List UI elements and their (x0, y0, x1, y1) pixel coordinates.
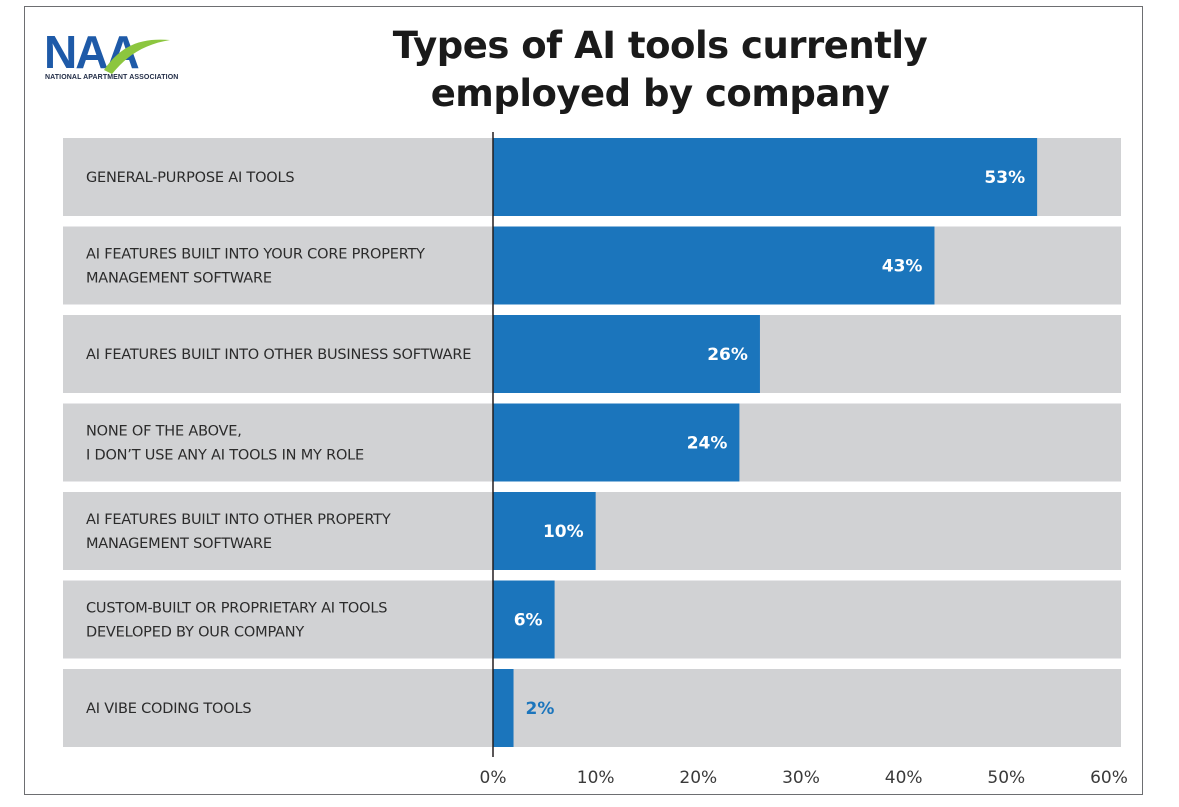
category-label: AI FEATURES BUILT INTO OTHER BUSINESS SO… (86, 347, 471, 363)
value-label: 24% (687, 434, 728, 454)
category-label-line: NONE OF THE ABOVE, (86, 424, 242, 440)
category-label-line: MANAGEMENT SOFTWARE (86, 271, 272, 287)
x-tick-label: 0% (480, 768, 507, 788)
category-label-line: MANAGEMENT SOFTWARE (86, 536, 272, 552)
bar (493, 669, 514, 747)
logo-swoosh-icon (104, 39, 170, 74)
category-label: AI FEATURES BUILT INTO YOUR CORE PROPERT… (86, 247, 425, 287)
category-label: CUSTOM-BUILT OR PROPRIETARY AI TOOLS DEVE… (86, 601, 387, 641)
chart-row: AI FEATURES BUILT INTO YOUR CORE PROPERT… (63, 226, 1121, 305)
category-label-line: AI VIBE CODING TOOLS (86, 701, 251, 717)
chart-frame (24, 6, 1143, 795)
category-label-line: GENERAL-PURPOSE AI TOOLS (86, 170, 294, 186)
value-label: 10% (543, 522, 584, 542)
x-tick-label: 50% (987, 768, 1025, 788)
chart-row: GENERAL-PURPOSE AI TOOLS 53% (63, 138, 1121, 216)
chart-title: Types of AI tools currently employed by … (300, 22, 1020, 118)
bar (493, 226, 935, 305)
value-label: 2% (526, 699, 555, 719)
category-label-line: AI FEATURES BUILT INTO OTHER PROPERTY (86, 512, 391, 528)
value-label: 26% (707, 345, 748, 365)
category-label: GENERAL-PURPOSE AI TOOLS (86, 170, 294, 186)
category-label-line: DEVELOPED BY OUR COMPANY (86, 625, 304, 641)
bar (493, 403, 740, 482)
category-label-line: I DON’T USE ANY AI TOOLS IN MY ROLE (86, 448, 364, 464)
category-label-line: AI FEATURES BUILT INTO YOUR CORE PROPERT… (86, 247, 425, 263)
chart-row: CUSTOM-BUILT OR PROPRIETARY AI TOOLS DEVE… (63, 580, 1121, 659)
chart-title-line-1: Types of AI tools currently (392, 24, 928, 67)
x-tick-label: 60% (1090, 768, 1128, 788)
bar (493, 580, 555, 659)
logo-subtext: NATIONAL APARTMENT ASSOCIATION (45, 74, 179, 81)
chart-title-line-2: employed by company (430, 72, 890, 115)
category-label: NONE OF THE ABOVE, I DON’T USE ANY AI TOO… (86, 424, 364, 464)
category-label-line: AI FEATURES BUILT INTO OTHER BUSINESS SO… (86, 347, 471, 363)
x-tick-label: 40% (885, 768, 923, 788)
bar (493, 492, 596, 570)
x-tick-label: 20% (679, 768, 717, 788)
bar (493, 315, 760, 393)
chart-row: NONE OF THE ABOVE, I DON’T USE ANY AI TOO… (63, 403, 1121, 482)
value-label: 43% (882, 257, 923, 277)
category-label-line: CUSTOM-BUILT OR PROPRIETARY AI TOOLS (86, 601, 387, 617)
bar (493, 138, 1038, 216)
bar-track (63, 669, 1121, 747)
value-label: 6% (514, 611, 543, 631)
chart-row: AI VIBE CODING TOOLS 2% (63, 669, 1121, 747)
chart-row: AI FEATURES BUILT INTO OTHER PROPERTY MAN… (63, 492, 1121, 570)
x-tick-label: 10% (577, 768, 615, 788)
value-label: 53% (984, 168, 1025, 188)
naa-logo: NAA NATIONAL APARTMENT ASSOCIATION (44, 29, 178, 86)
category-label: AI FEATURES BUILT INTO OTHER PROPERTY MAN… (86, 512, 391, 552)
bar-track (63, 580, 1121, 659)
chart-row: AI FEATURES BUILT INTO OTHER BUSINESS SO… (63, 315, 1121, 393)
category-label: AI VIBE CODING TOOLS (86, 701, 251, 717)
x-tick-label: 30% (782, 768, 820, 788)
